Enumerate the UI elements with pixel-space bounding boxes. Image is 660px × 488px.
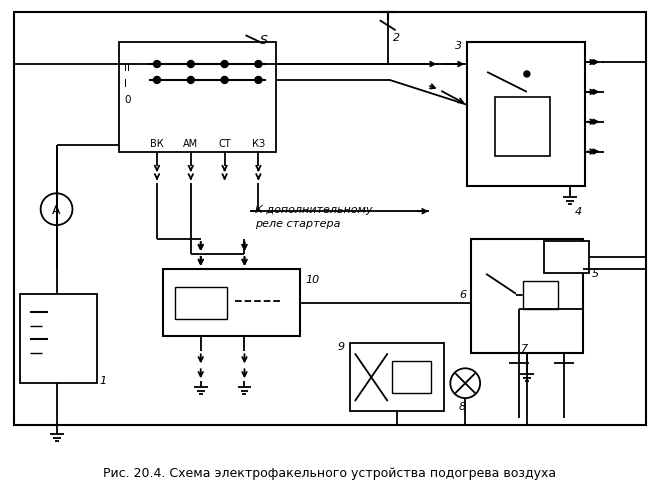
Text: 9: 9	[338, 342, 345, 352]
Circle shape	[187, 61, 194, 68]
Text: ВК: ВК	[150, 138, 164, 148]
Text: II: II	[124, 63, 130, 73]
Circle shape	[450, 368, 480, 398]
Text: 5: 5	[591, 268, 599, 278]
Circle shape	[154, 61, 160, 68]
Text: 7: 7	[521, 344, 528, 354]
Text: 2: 2	[393, 33, 400, 43]
Bar	[495, 98, 550, 157]
Text: АМ: АМ	[183, 138, 199, 148]
Bar	[471, 240, 583, 354]
Bar	[350, 344, 444, 411]
Circle shape	[154, 77, 160, 84]
Circle shape	[221, 61, 228, 68]
Text: реле стартера: реле стартера	[255, 219, 341, 229]
Bar	[163, 269, 300, 337]
Text: A: A	[52, 203, 61, 216]
Text: 8: 8	[459, 401, 466, 411]
Text: 4: 4	[575, 207, 581, 217]
Text: 1: 1	[99, 375, 106, 386]
Bar	[175, 287, 226, 319]
Text: К дополнительному: К дополнительному	[255, 205, 373, 215]
Text: СТ: СТ	[218, 138, 231, 148]
Circle shape	[255, 77, 262, 84]
Bar	[391, 362, 432, 393]
Text: S: S	[261, 34, 268, 47]
Circle shape	[221, 77, 228, 84]
Bar	[467, 43, 585, 187]
Bar	[523, 281, 558, 309]
Text: КЗ: КЗ	[252, 138, 265, 148]
Circle shape	[41, 194, 73, 225]
Text: Рис. 20.4. Схема электрофакельного устройства подогрева воздуха: Рис. 20.4. Схема электрофакельного устро…	[104, 466, 556, 479]
Text: 0: 0	[124, 95, 131, 104]
Bar	[20, 294, 97, 384]
Circle shape	[524, 72, 530, 78]
Text: 6: 6	[459, 289, 466, 299]
Text: I: I	[124, 79, 127, 89]
Circle shape	[255, 61, 262, 68]
Bar	[14, 13, 646, 425]
Bar	[544, 242, 589, 273]
Bar	[119, 43, 277, 152]
Text: 3: 3	[455, 41, 462, 51]
Text: 10: 10	[305, 274, 319, 284]
Circle shape	[187, 77, 194, 84]
